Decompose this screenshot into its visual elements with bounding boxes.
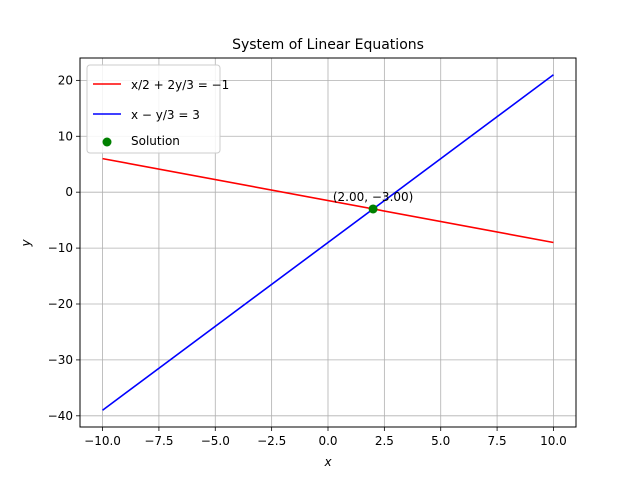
legend-box [86, 64, 221, 154]
y-tick-label: 20 [58, 73, 73, 87]
y-tick-label: −10 [48, 241, 73, 255]
legend-label-solution: Solution [131, 134, 180, 148]
y-tick-label: 10 [58, 129, 73, 143]
series-line-2 [102, 74, 554, 411]
y-tick-label: −20 [48, 297, 73, 311]
y-axis-ticks: −40 −30 −20 −10 0 10 20 [48, 73, 80, 423]
chart-title: System of Linear Equations [232, 37, 424, 53]
x-tick-label: −10.0 [84, 434, 121, 448]
legend-label-equation-1: x/2 + 2y/3 = −1 [131, 78, 229, 92]
y-tick-label: −30 [48, 353, 73, 367]
x-tick-label: 5.0 [431, 434, 450, 448]
series-line-1 [102, 157, 554, 244]
x-tick-label: −2.5 [257, 434, 286, 448]
x-tick-label: 7.5 [488, 434, 507, 448]
x-tick-label: 2.5 [375, 434, 394, 448]
x-tick-label: 0.0 [318, 434, 337, 448]
y-tick-label: 0 [65, 185, 73, 199]
y-tick-label: −40 [48, 409, 73, 423]
plot-series [102, 74, 554, 411]
solution-marker-layer: (2.00, −3.00) [333, 190, 413, 214]
x-axis-label: x [323, 455, 332, 469]
legend-label-equation-2: x − y/3 = 3 [131, 108, 200, 122]
solution-point-label: (2.00, −3.00) [333, 190, 413, 204]
solution-point [368, 204, 378, 214]
y-axis-label: y [19, 239, 33, 248]
x-tick-label: 10.0 [540, 434, 567, 448]
x-tick-label: −5.0 [201, 434, 230, 448]
legend-swatch-green-dot [102, 137, 112, 147]
x-tick-label: −7.5 [144, 434, 173, 448]
x-axis-ticks: −10.0 −7.5 −5.0 −2.5 0.0 2.5 5.0 7.5 10.0 [84, 427, 567, 448]
legend: x/2 + 2y/3 = −1 x − y/3 = 3 Solution [86, 64, 229, 154]
